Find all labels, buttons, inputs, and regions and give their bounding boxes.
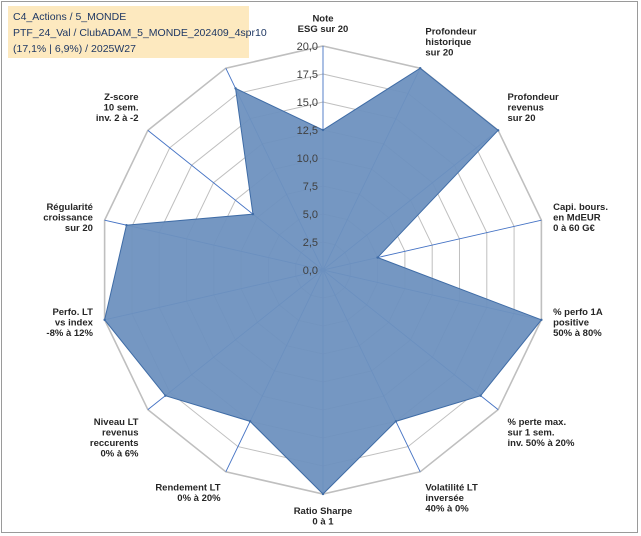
tick-label: 5,0 [303,209,318,221]
data-point [321,492,325,496]
data-point [540,318,543,322]
data-point [164,394,167,397]
axis-label-line: en MdEUR [553,212,601,223]
axis-label-line: 40% à 0% [425,504,469,515]
data-point [103,318,106,322]
axis-label-line: % perte max. [508,417,567,428]
data-point [479,394,482,397]
axis-label-line: inversée [425,493,464,504]
axis-label-line: % perfo 1A [553,307,603,318]
axis-label-line: 50% à 80% [553,328,602,339]
axis-label-line: Profondeur [508,92,559,103]
axis-label-line: Ratio Sharpe [294,506,353,517]
tick-label: 0,0 [303,265,318,277]
axis-label-line: inv. 2 à -2 [96,113,139,124]
axis-label-line: ESG sur 20 [298,24,349,35]
axis-label-line: sur 20 [65,223,93,234]
tick-label: 10,0 [297,153,318,165]
data-point [251,212,255,216]
tick-label: 7,5 [303,181,318,193]
tick-label: 2,5 [303,237,318,249]
data-point [376,256,379,259]
axis-label-line: Capi. bours. [553,202,608,213]
axis-label-line: revenus [102,428,138,439]
axis-label: % perte max.sur 1 sem.inv. 50% à 20% [508,417,575,449]
axis-label-line: 10 sem. [104,102,139,113]
axis-label-line: 0 à 60 G€ [553,223,595,234]
axis-label-line: vs index [55,318,94,329]
axis-label-line: sur 1 sem. [508,428,555,439]
axis-label-line: Z-score [104,92,138,103]
data-point [248,420,252,423]
axis-label-line: sur 20 [425,47,453,58]
data-point [125,223,128,227]
data-point [394,420,398,423]
axis-label-line: -8% à 12% [46,328,93,339]
tick-label: 20,0 [297,41,318,53]
axis-label-line: Volatilité LT [425,483,478,494]
axis-label-line: sur 20 [508,113,536,124]
axis-label-line: Niveau LT [94,417,139,428]
axis-label-line: historique [425,37,471,48]
title-line-2: PTF_24_Val / ClubADAM_5_MONDE_202409_4sp… [13,27,267,39]
axis-label: Rendement LT0% à 20% [155,483,221,505]
axis-label-line: 0% à 20% [177,493,221,504]
axis-label-line: croissance [43,212,93,223]
axis-label-line: reccurents [90,438,139,449]
data-point [234,87,237,90]
axis-label-line: Perfo. LT [52,307,93,318]
axis-label-line: 0 à 1 [312,517,334,528]
tick-label: 12,5 [297,125,318,137]
axis-label-line: Rendement LT [155,483,220,494]
axis-label-line: Régularité [46,202,92,213]
axis-label-line: Profondeur [425,26,476,37]
data-point [496,129,500,132]
title-line-3: (17,1% | 6,9%) / 2025W27 [13,43,136,55]
data-point [418,66,422,70]
data-point [321,128,325,132]
axis-label-line: positive [553,318,589,329]
axis-label-line: 0% à 6% [100,449,139,460]
chart-title-box: C4_Actions / 5_MONDE PTF_24_Val / ClubAD… [8,6,267,58]
axis-label-line: Note [312,14,333,25]
data-area [104,67,543,495]
axis-label-line: revenus [508,102,544,113]
tick-label: 17,5 [297,69,318,81]
axis-label-line: inv. 50% à 20% [508,438,575,449]
tick-label: 15,0 [297,97,318,109]
title-line-1: C4_Actions / 5_MONDE [13,11,127,23]
